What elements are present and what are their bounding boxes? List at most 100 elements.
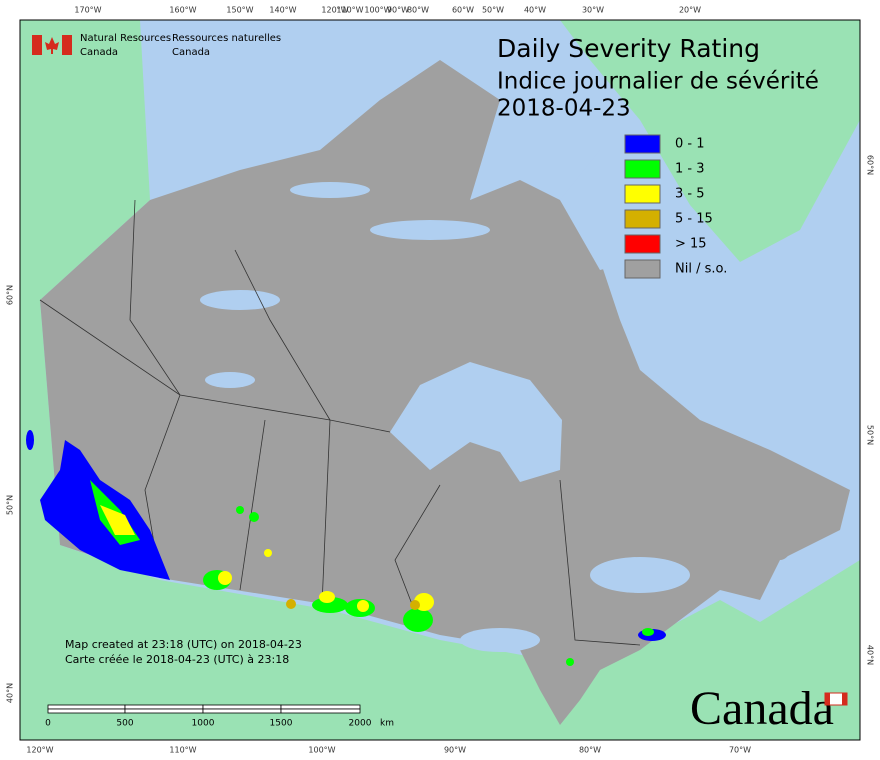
scale-segment — [202, 708, 282, 714]
flag-band — [842, 693, 847, 705]
scale-label: 500 — [116, 719, 133, 729]
scale-segment — [47, 708, 126, 714]
united-states — [20, 300, 860, 740]
scale-segment — [124, 708, 204, 714]
agency-fr: Ressources naturelles — [172, 33, 281, 44]
lake — [205, 372, 255, 388]
scale-label: 0 — [45, 719, 51, 729]
graticule-label: 120°W — [321, 6, 348, 15]
graticule-label: 150°W — [226, 6, 253, 15]
channel — [200, 290, 280, 310]
scale-segment — [202, 704, 282, 710]
graticule-label: 80°W — [579, 746, 601, 755]
great-lakes — [460, 628, 540, 652]
rating-area — [566, 658, 574, 666]
graticule-label: 90°W — [444, 746, 466, 755]
title-en: Daily Severity Rating — [497, 34, 760, 63]
graticule-label: 60°N — [6, 285, 15, 305]
graticule-label: 40°N — [866, 645, 875, 665]
graticule-label: 140°W — [269, 6, 296, 15]
country-en: Canada — [80, 47, 118, 58]
rating-area — [264, 549, 272, 557]
boundary — [559, 479, 641, 646]
boundary — [321, 419, 331, 606]
boundaries — [39, 199, 641, 646]
boundary — [239, 419, 266, 591]
graticule-label: 100°W — [308, 746, 335, 755]
legend-swatch — [624, 134, 661, 154]
gulf — [590, 557, 690, 593]
graticule-label: 120°W — [26, 746, 53, 755]
scale-segment — [124, 704, 204, 710]
scale-label: 1000 — [192, 719, 215, 729]
rating-area — [357, 600, 369, 612]
legend: 0 - 1 1 - 3 3 - 5 5 - 15 > 15 Nil / s.o. — [624, 134, 727, 279]
legend-swatch — [624, 234, 661, 254]
rating-area — [249, 512, 259, 522]
graticule-label: 70°W — [729, 746, 751, 755]
graticule-label: 170°W — [74, 6, 101, 15]
boundary — [39, 299, 391, 433]
wordmark: Canada — [690, 682, 834, 735]
scale-label: 2000 — [349, 719, 372, 729]
graticule-label: 20°W — [679, 6, 701, 15]
scale-unit: km — [380, 719, 394, 729]
rating-area — [218, 571, 232, 585]
created-fr: Carte créée le 2018-04-23 (UTC) à 23:18 — [65, 653, 289, 666]
rating-area — [410, 600, 420, 610]
scale-label: 1500 — [270, 719, 293, 729]
created-en: Map created at 23:18 (UTC) on 2018-04-23 — [65, 638, 302, 651]
country-fr: Canada — [172, 47, 210, 58]
legend-swatch — [624, 259, 661, 279]
channel — [370, 220, 490, 240]
scale-segment — [47, 704, 126, 710]
ratings — [26, 430, 666, 666]
land — [20, 20, 860, 740]
agency-en: Natural Resources — [80, 33, 171, 44]
graticule-label: 30°W — [582, 6, 604, 15]
rating-area — [26, 430, 34, 450]
rating-area — [286, 599, 296, 609]
title-fr: Indice journalier de sévérité — [497, 69, 819, 95]
boundary — [129, 199, 181, 396]
rating-area — [100, 505, 135, 535]
rating-area — [642, 628, 654, 636]
channel — [290, 182, 370, 198]
legend-label: 1 - 3 — [675, 162, 705, 177]
graticule-label: 110°W — [169, 746, 196, 755]
legend-swatch — [624, 184, 661, 204]
graticule-label: 90°W — [387, 6, 409, 15]
graticule-label: 50°W — [482, 6, 504, 15]
newfoundland — [762, 480, 798, 560]
agency-block: Natural Resources Canada Ressources natu… — [32, 33, 281, 58]
flag-band — [825, 693, 830, 705]
legend-swatch — [624, 209, 661, 229]
scale-segment — [280, 708, 361, 714]
greenland — [560, 20, 860, 262]
legend-label: 0 - 1 — [675, 137, 705, 152]
maple-leaf — [45, 37, 59, 54]
graticule-label: 40°W — [524, 6, 546, 15]
graticule-label: 80°W — [407, 6, 429, 15]
rating-area — [403, 608, 433, 632]
graticule-label: 60°N — [866, 155, 875, 175]
legend-label: 5 - 15 — [675, 212, 713, 227]
hudson-bay — [390, 362, 562, 482]
frame — [19, 19, 861, 741]
title-date: 2018-04-23 — [497, 96, 631, 122]
rating-area — [312, 597, 348, 613]
flag-band — [62, 35, 72, 55]
legend-label: Nil / s.o. — [675, 262, 727, 277]
scale-bar: 0 500 1000 1500 2000 km — [45, 704, 394, 729]
graticule-label: 100°W — [364, 6, 391, 15]
legend-label: 3 - 5 — [675, 187, 705, 202]
boundary — [234, 249, 331, 421]
legend-label: > 15 — [675, 237, 707, 252]
graticule-label: 60°W — [452, 6, 474, 15]
legend-swatch — [624, 159, 661, 179]
graticule-label: 40°N — [6, 683, 15, 703]
